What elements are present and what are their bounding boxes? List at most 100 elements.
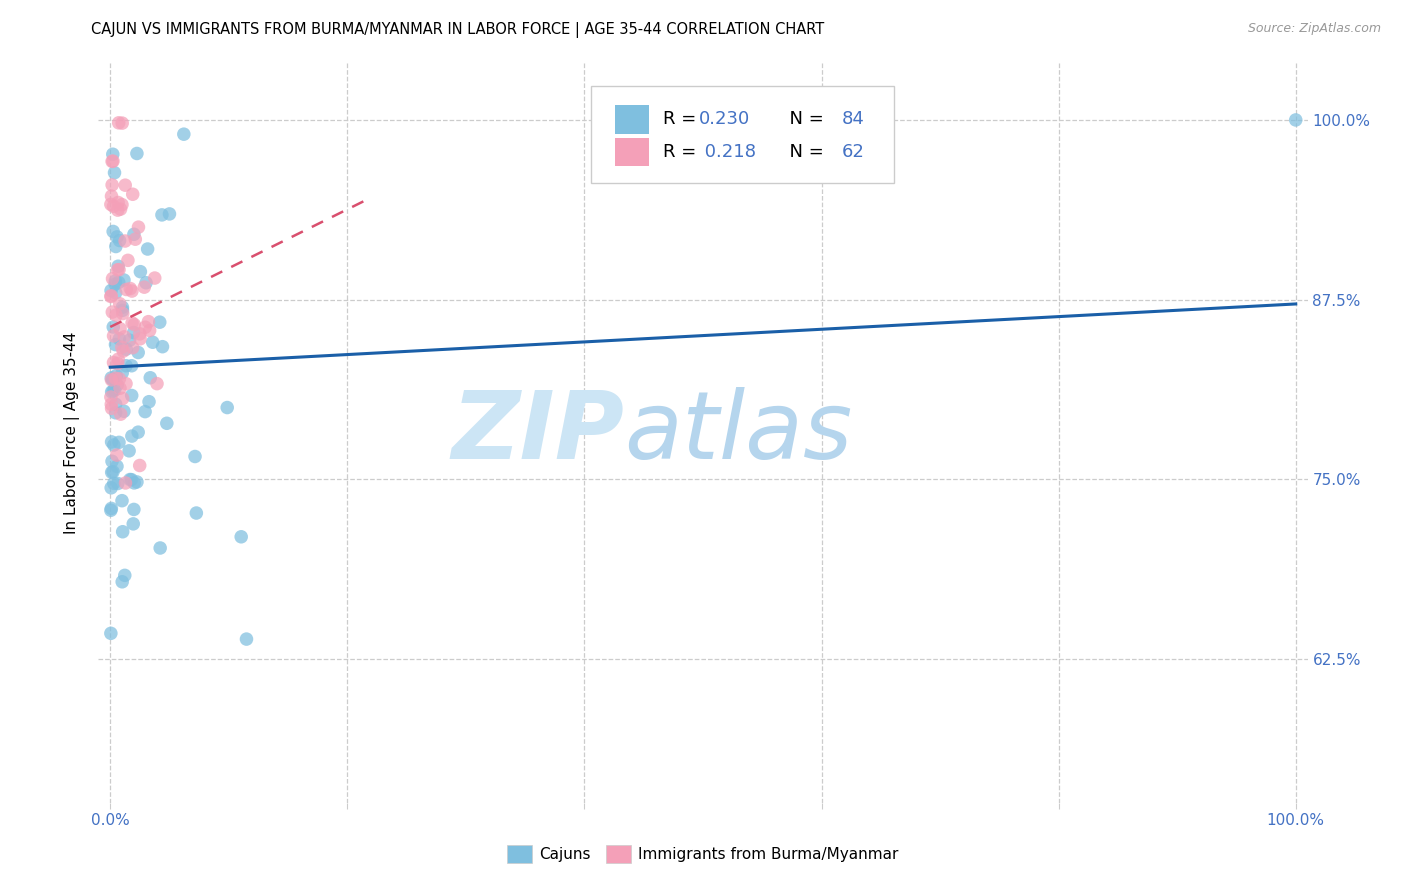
Point (121, 187, 143, 202)
Point (146, 376, 169, 391)
Point (105, 377, 128, 392)
Point (111, 300, 134, 314)
Point (217, 401, 239, 415)
Point (127, 345, 149, 359)
Point (118, 333, 141, 347)
Point (103, 329, 125, 343)
Legend: Cajuns, Immigrants from Burma/Myanmar: Cajuns, Immigrants from Burma/Myanmar (501, 839, 905, 869)
Y-axis label: In Labor Force | Age 35-44: In Labor Force | Age 35-44 (63, 332, 80, 533)
Point (150, 208, 173, 222)
Point (114, 178, 136, 193)
Point (100, 401, 122, 416)
Point (110, 202, 132, 216)
Point (101, 373, 124, 387)
Point (114, 475, 136, 490)
Point (105, 448, 128, 462)
Bar (614, 138, 648, 166)
Point (104, 239, 127, 253)
Point (101, 305, 124, 319)
Point (107, 259, 129, 273)
Point (118, 443, 141, 458)
Point (104, 277, 127, 292)
Point (104, 397, 127, 411)
Point (117, 253, 139, 268)
Point (108, 234, 131, 248)
Point (121, 359, 143, 373)
Point (103, 320, 125, 334)
Point (122, 475, 145, 490)
Point (124, 232, 146, 246)
Text: atlas: atlas (624, 387, 852, 478)
Point (103, 199, 125, 213)
Point (101, 154, 124, 169)
Point (111, 197, 134, 211)
Point (111, 366, 134, 380)
Text: 0.218: 0.218 (699, 143, 756, 161)
Point (149, 541, 172, 555)
Point (124, 318, 146, 332)
FancyBboxPatch shape (591, 87, 894, 183)
Point (120, 282, 142, 296)
Point (100, 284, 122, 298)
Point (100, 289, 122, 303)
Point (103, 438, 125, 452)
Point (107, 203, 129, 218)
Point (104, 274, 127, 288)
Point (149, 315, 172, 329)
Point (111, 340, 134, 354)
Point (100, 390, 122, 404)
Text: 62: 62 (842, 143, 865, 161)
Point (101, 178, 124, 192)
Point (129, 265, 152, 279)
Point (138, 315, 160, 329)
Point (186, 506, 208, 520)
Bar (614, 105, 648, 134)
Point (103, 476, 125, 491)
Point (101, 384, 124, 398)
Point (138, 394, 160, 409)
Point (100, 384, 122, 399)
Point (134, 404, 156, 418)
Text: ZIP: ZIP (451, 386, 624, 479)
Point (115, 342, 138, 356)
Point (111, 574, 134, 589)
Point (104, 371, 127, 385)
Point (100, 481, 122, 495)
Point (156, 417, 179, 431)
Point (111, 307, 134, 321)
Point (107, 352, 129, 367)
Point (101, 224, 124, 238)
Point (125, 475, 148, 489)
Point (143, 271, 166, 285)
Text: N =: N = (778, 143, 830, 161)
Point (105, 368, 128, 383)
Point (128, 458, 150, 473)
Point (104, 406, 127, 420)
Point (100, 289, 122, 303)
Point (115, 376, 138, 391)
Point (100, 626, 122, 640)
Point (121, 429, 143, 443)
Point (108, 381, 131, 395)
Point (136, 242, 159, 256)
Point (120, 473, 142, 487)
Text: Source: ZipAtlas.com: Source: ZipAtlas.com (1247, 22, 1381, 36)
Point (121, 284, 143, 298)
Point (105, 230, 128, 244)
Point (112, 404, 135, 418)
Point (104, 337, 127, 351)
Point (108, 322, 131, 336)
Point (142, 335, 165, 350)
Text: R =: R = (664, 111, 702, 128)
Point (112, 330, 135, 344)
Point (101, 147, 124, 161)
Point (100, 197, 122, 211)
Point (107, 276, 129, 290)
Point (105, 459, 128, 474)
Point (107, 356, 129, 370)
Text: R =: R = (664, 143, 702, 161)
Point (184, 450, 207, 464)
Point (103, 355, 125, 369)
Point (129, 332, 152, 346)
Point (122, 516, 145, 531)
